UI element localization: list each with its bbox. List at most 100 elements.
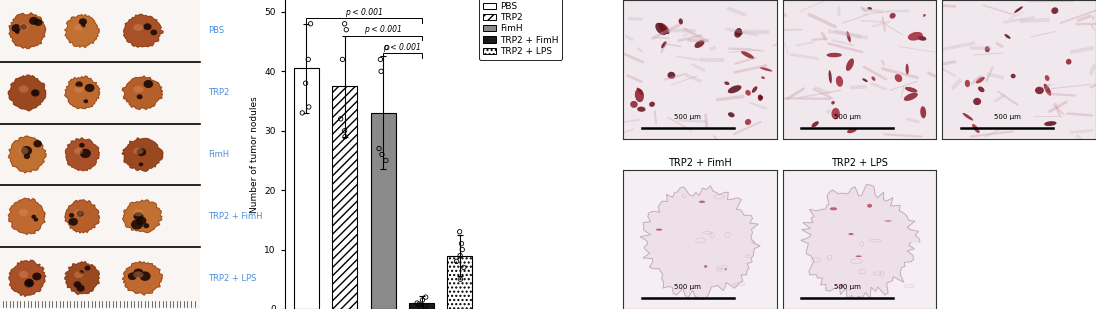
Ellipse shape [637, 87, 643, 95]
Ellipse shape [69, 213, 75, 218]
Ellipse shape [890, 13, 895, 19]
Bar [332, 86, 357, 309]
Ellipse shape [75, 24, 83, 31]
Text: 500 μm: 500 μm [994, 114, 1020, 120]
Ellipse shape [134, 212, 144, 220]
Point [448, 259, 466, 264]
Ellipse shape [667, 72, 675, 79]
Ellipse shape [84, 84, 94, 92]
Text: 500 μm: 500 μm [674, 284, 701, 290]
Ellipse shape [734, 28, 742, 38]
Polygon shape [9, 136, 46, 173]
Ellipse shape [28, 282, 33, 286]
Ellipse shape [68, 218, 78, 226]
Point [452, 253, 469, 258]
Ellipse shape [19, 271, 28, 278]
Ellipse shape [1011, 74, 1016, 78]
Ellipse shape [871, 76, 876, 81]
Ellipse shape [745, 90, 751, 96]
Point [372, 57, 389, 62]
Ellipse shape [978, 87, 984, 92]
Polygon shape [640, 186, 760, 299]
Ellipse shape [836, 76, 843, 87]
Ellipse shape [21, 146, 32, 155]
Ellipse shape [846, 58, 854, 71]
Point [377, 158, 395, 163]
Ellipse shape [745, 119, 751, 125]
Ellipse shape [75, 148, 83, 154]
Ellipse shape [811, 121, 819, 127]
Ellipse shape [695, 40, 705, 48]
Polygon shape [66, 138, 100, 171]
Ellipse shape [75, 86, 83, 93]
Ellipse shape [863, 78, 868, 82]
Point [452, 277, 469, 282]
Ellipse shape [984, 46, 990, 52]
Polygon shape [9, 13, 46, 49]
Title: TRP2 + LPS: TRP2 + LPS [831, 158, 888, 168]
Ellipse shape [907, 32, 923, 40]
Ellipse shape [761, 76, 765, 79]
Ellipse shape [75, 210, 83, 216]
Bar [0, 185, 199, 247]
Point [378, 45, 396, 50]
Ellipse shape [34, 218, 38, 222]
Bar [0, 0, 199, 62]
Text: TRP2 + LPS: TRP2 + LPS [208, 273, 256, 283]
Point [455, 265, 472, 270]
Point [335, 128, 353, 133]
Polygon shape [65, 15, 100, 47]
Ellipse shape [655, 23, 666, 35]
Text: TRP2 + FimH: TRP2 + FimH [208, 212, 263, 221]
Ellipse shape [134, 271, 144, 278]
Ellipse shape [830, 207, 837, 210]
Ellipse shape [77, 285, 84, 292]
Ellipse shape [905, 87, 917, 92]
Ellipse shape [75, 271, 83, 278]
Point [373, 69, 390, 74]
Ellipse shape [847, 128, 857, 133]
Ellipse shape [1043, 84, 1051, 96]
Point [410, 302, 427, 307]
Ellipse shape [758, 96, 763, 99]
Ellipse shape [137, 94, 142, 99]
Ellipse shape [1004, 34, 1011, 39]
Polygon shape [65, 76, 100, 109]
Point [374, 152, 391, 157]
Ellipse shape [894, 74, 902, 82]
Ellipse shape [831, 101, 835, 104]
Ellipse shape [904, 93, 917, 101]
Ellipse shape [1044, 121, 1057, 126]
Ellipse shape [139, 271, 150, 281]
Ellipse shape [128, 273, 137, 280]
Ellipse shape [77, 210, 83, 217]
Point [370, 146, 388, 151]
Ellipse shape [678, 19, 683, 24]
Ellipse shape [32, 90, 37, 95]
Ellipse shape [1035, 87, 1043, 94]
Ellipse shape [975, 77, 985, 83]
Point [412, 305, 430, 309]
Ellipse shape [144, 223, 149, 228]
Bar [294, 68, 319, 309]
Point [416, 295, 434, 300]
Ellipse shape [964, 80, 970, 87]
Legend: PBS, TRP2, FimH, TRP2 + FimH, TRP2 + LPS: PBS, TRP2, FimH, TRP2 + FimH, TRP2 + LPS [479, 0, 562, 60]
Polygon shape [65, 200, 100, 233]
Ellipse shape [19, 209, 28, 216]
Point [301, 21, 319, 26]
Point [450, 229, 468, 234]
Ellipse shape [134, 148, 144, 154]
Point [409, 301, 426, 306]
Point [297, 81, 315, 86]
Polygon shape [9, 260, 46, 296]
Text: 500 μm: 500 μm [834, 114, 860, 120]
Bar [447, 256, 472, 309]
Point [333, 57, 351, 62]
Ellipse shape [1014, 6, 1023, 13]
Polygon shape [123, 261, 162, 295]
Point [454, 247, 471, 252]
Ellipse shape [724, 82, 730, 85]
Text: p < 0.001: p < 0.001 [364, 25, 402, 35]
Ellipse shape [699, 201, 705, 203]
